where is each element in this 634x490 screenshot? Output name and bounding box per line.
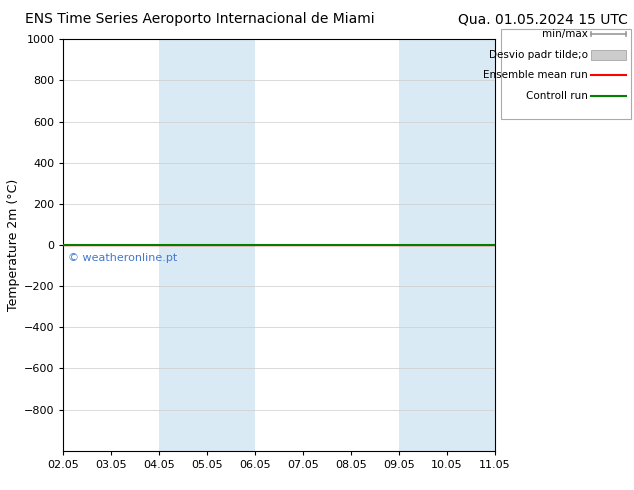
Bar: [207, 39, 255, 451]
Text: min/max: min/max: [542, 29, 588, 39]
Text: ENS Time Series Aeroporto Internacional de Miami: ENS Time Series Aeroporto Internacional …: [25, 12, 375, 26]
Bar: [159, 39, 207, 451]
Text: Controll run: Controll run: [526, 91, 588, 101]
Text: Qua. 01.05.2024 15 UTC: Qua. 01.05.2024 15 UTC: [458, 12, 628, 26]
Bar: [446, 39, 495, 451]
Text: © weatheronline.pt: © weatheronline.pt: [68, 253, 177, 263]
Text: Desvio padr tilde;o: Desvio padr tilde;o: [489, 50, 588, 60]
Y-axis label: Temperature 2m (°C): Temperature 2m (°C): [7, 179, 20, 311]
Bar: [399, 39, 446, 451]
Text: Ensemble mean run: Ensemble mean run: [483, 71, 588, 80]
